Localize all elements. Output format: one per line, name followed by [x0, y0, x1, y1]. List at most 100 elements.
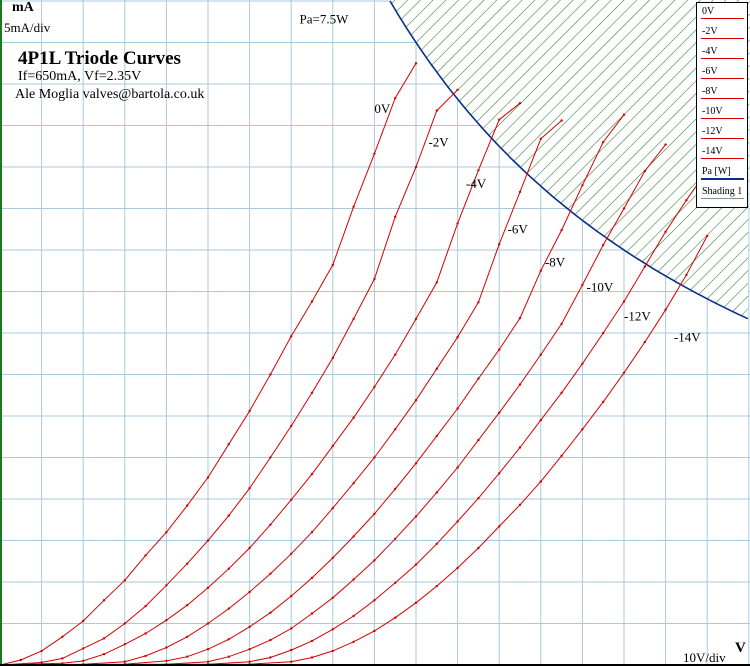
curve-point — [269, 572, 272, 575]
curve-point — [477, 438, 480, 442]
legend-label: Pa [W] — [702, 166, 731, 177]
curve-point — [144, 632, 147, 635]
x-axis-unit: V — [735, 640, 746, 656]
power-shading — [389, 0, 750, 320]
curve-label: -12V — [624, 309, 651, 324]
legend-swatch — [701, 58, 744, 59]
legend-item: Shading 1 — [697, 183, 747, 203]
curve-point — [456, 520, 459, 523]
legend-item: -6V — [697, 63, 747, 83]
curve-point — [206, 586, 210, 589]
curve-point — [518, 446, 522, 449]
curve-point — [144, 554, 147, 557]
curve-point — [622, 207, 626, 210]
curve-point — [394, 581, 397, 584]
curve-point — [102, 599, 106, 602]
legend-label: -12V — [702, 126, 723, 137]
curve-point — [206, 622, 210, 625]
curve-point — [186, 635, 189, 638]
curve-point — [331, 263, 334, 267]
curve-point — [539, 353, 542, 356]
curve-point — [227, 567, 230, 570]
curve-point — [310, 531, 314, 534]
curve-point — [269, 523, 272, 526]
legend-swatch — [701, 78, 744, 79]
curve-point — [394, 215, 397, 218]
curve-point — [248, 648, 251, 651]
curve-point — [186, 655, 189, 658]
legend-swatch — [701, 118, 744, 119]
curve-point — [414, 601, 418, 604]
curve-point — [186, 562, 189, 565]
curve-point — [102, 653, 106, 656]
curve-point — [269, 638, 272, 642]
curve-point — [269, 656, 272, 659]
curve-point — [477, 301, 480, 304]
curve-point — [477, 497, 480, 500]
curve-point — [206, 476, 210, 479]
curve-point — [560, 228, 563, 232]
chart-author: Ale Moglia valves@bartola.co.uk — [15, 87, 205, 102]
legend-label: Shading 1 — [702, 186, 743, 197]
curve-point — [165, 646, 168, 649]
curve-point — [498, 525, 501, 528]
curve-point — [248, 487, 251, 490]
curve-label: -4V — [466, 176, 487, 191]
legend-item: -12V — [697, 123, 747, 143]
legend-swatch — [701, 98, 744, 99]
chart-subtitle: If=650mA, Vf=2.35V — [18, 69, 142, 84]
curve-point — [456, 88, 459, 92]
curve-point — [373, 277, 376, 281]
curve-point — [227, 607, 230, 610]
legend-swatch — [701, 158, 744, 159]
x-axis-scale: 10V/div — [683, 650, 726, 665]
curve-point — [40, 661, 43, 664]
plate-curves — [0, 62, 709, 666]
curve-point — [518, 190, 522, 194]
curve-label: -14V — [674, 329, 701, 344]
curve-point — [414, 399, 418, 402]
curve-point — [414, 462, 418, 465]
curve-point — [310, 472, 314, 476]
curve-point — [331, 506, 334, 510]
curve-point — [643, 265, 646, 268]
curve-point — [581, 428, 584, 431]
curve-point — [290, 594, 293, 598]
legend-item: 0V — [697, 3, 747, 23]
curve-point — [61, 657, 64, 660]
curve-point — [206, 660, 210, 663]
curve-point — [310, 391, 314, 394]
curve-point — [602, 400, 605, 404]
curve-point — [165, 531, 168, 534]
curve-point — [331, 649, 334, 653]
curve-point — [352, 317, 355, 321]
curve-point — [19, 658, 22, 662]
curve-point — [248, 625, 251, 628]
curve-point — [206, 539, 210, 542]
curve-point — [186, 604, 189, 607]
curve-point — [373, 559, 376, 562]
curve-point — [331, 556, 334, 560]
curve-point — [539, 418, 542, 422]
curve-point — [560, 454, 563, 457]
curve-point — [373, 599, 376, 602]
curve-point — [394, 487, 397, 491]
legend-item: Pa [W] — [697, 163, 747, 183]
legend-label: 0V — [702, 6, 715, 17]
curve-point — [144, 604, 147, 608]
curve-point — [123, 643, 127, 646]
curve-point — [331, 596, 334, 599]
curve-point — [290, 424, 293, 428]
curve-point — [352, 614, 355, 618]
legend-item: -2V — [697, 23, 747, 43]
curve-point — [414, 515, 418, 518]
legend-label: -8V — [702, 86, 718, 97]
curve-line — [0, 89, 458, 666]
curve-point — [664, 308, 667, 311]
curve-point — [560, 391, 563, 394]
curve-point — [518, 383, 522, 386]
curve-point — [581, 283, 584, 287]
legend: 0V -2V -4V -6V -8V -10V -12V -14V Pa [W] Shading … — [696, 2, 748, 208]
